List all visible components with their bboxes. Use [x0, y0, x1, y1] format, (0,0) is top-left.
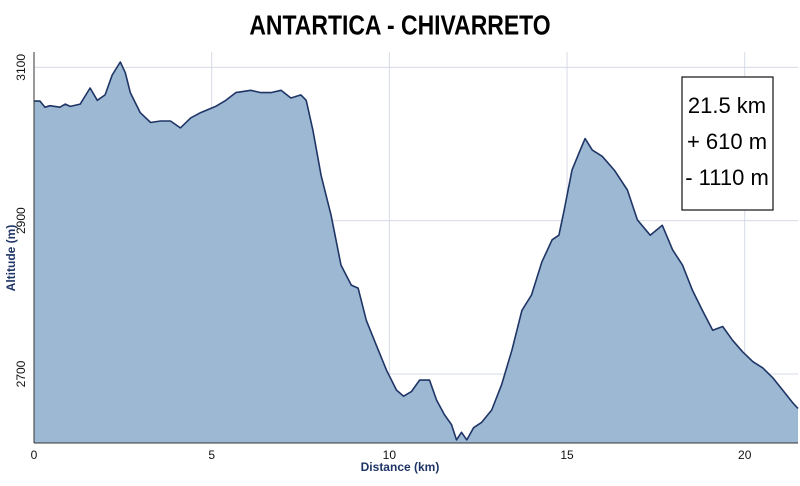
y-tick-label: 3100 — [14, 54, 28, 81]
x-tick-label: 20 — [738, 448, 752, 462]
x-tick-label: 5 — [208, 448, 215, 462]
x-axis-label: Distance (km) — [361, 460, 440, 474]
info-box — [681, 76, 774, 211]
area-line — [34, 61, 799, 441]
x-tick-label: 0 — [31, 448, 38, 462]
x-tick-label: 15 — [560, 448, 574, 462]
y-tick-label: 2900 — [14, 207, 28, 234]
area-fill — [34, 62, 798, 443]
x-tick-label: 10 — [383, 448, 397, 462]
info-descent: - 1110 m — [685, 165, 769, 190]
chart-title: ANTARTICA - CHIVARRETO — [249, 10, 550, 41]
y-tick-label: 2700 — [14, 360, 28, 387]
plot-area: 2700 2900 3100 0 5 10 15 20 — [14, 52, 799, 462]
info-ascent: + 610 m — [687, 129, 767, 154]
y-axis-label: Altitude (m) — [4, 225, 18, 292]
info-distance: 21.5 km — [688, 93, 766, 118]
